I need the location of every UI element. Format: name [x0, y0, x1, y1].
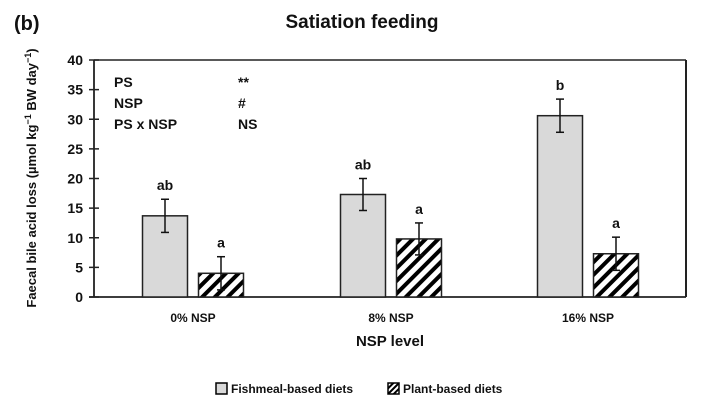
annotation-factor: NSP — [114, 95, 143, 111]
annotation-factor: PS x NSP — [114, 116, 177, 132]
significance-letter: ab — [157, 177, 173, 193]
y-tick-label: 10 — [67, 230, 83, 246]
chart-title: Satiation feeding — [285, 12, 438, 33]
significance-letter: b — [556, 77, 565, 93]
legend-swatch-plant — [387, 382, 400, 395]
y-axis-label-mid: BW day — [24, 62, 39, 114]
legend: Fishmeal-based diets Plant-based diets — [215, 382, 503, 396]
bar-fishmeal — [141, 215, 189, 298]
y-axis-label-end: ) — [24, 48, 39, 52]
y-tick-label: 15 — [67, 200, 83, 216]
legend-swatch-fishmeal — [215, 382, 228, 395]
bar-fishmeal — [536, 114, 584, 298]
panel-label: (b) — [14, 13, 40, 35]
y-tick-label: 0 — [75, 289, 83, 305]
x-tick-label: 8% NSP — [368, 311, 413, 325]
annotation-significance: # — [238, 95, 246, 111]
significance-letter: a — [612, 215, 620, 231]
legend-label-fishmeal: Fishmeal-based diets — [231, 382, 353, 396]
y-axis-label: Faecal bile acid loss (µmol kg−1 BW day−… — [23, 48, 39, 307]
y-tick-label: 35 — [67, 82, 83, 98]
x-tick-label: 0% NSP — [170, 311, 215, 325]
y-tick-label: 20 — [67, 171, 83, 187]
annotation-factor: PS — [114, 74, 133, 90]
annotation-significance: NS — [238, 116, 257, 132]
y-axis-label-base: Faecal bile acid loss (µmol kg — [24, 125, 39, 308]
y-tick-label: 25 — [67, 141, 83, 157]
x-tick-label: 16% NSP — [562, 311, 614, 325]
y-axis-label-sup1: −1 — [23, 114, 33, 124]
significance-letter: a — [415, 201, 423, 217]
x-axis-label: NSP level — [356, 333, 424, 350]
y-tick-label: 40 — [67, 52, 83, 68]
y-axis-label-sup2: −1 — [23, 53, 33, 63]
annotation-significance: ** — [238, 74, 249, 90]
y-tick-label: 5 — [75, 259, 83, 275]
y-tick-label: 30 — [67, 111, 83, 127]
legend-label-plant: Plant-based diets — [403, 382, 503, 396]
significance-letter: ab — [355, 157, 371, 173]
significance-letter: a — [217, 235, 225, 251]
